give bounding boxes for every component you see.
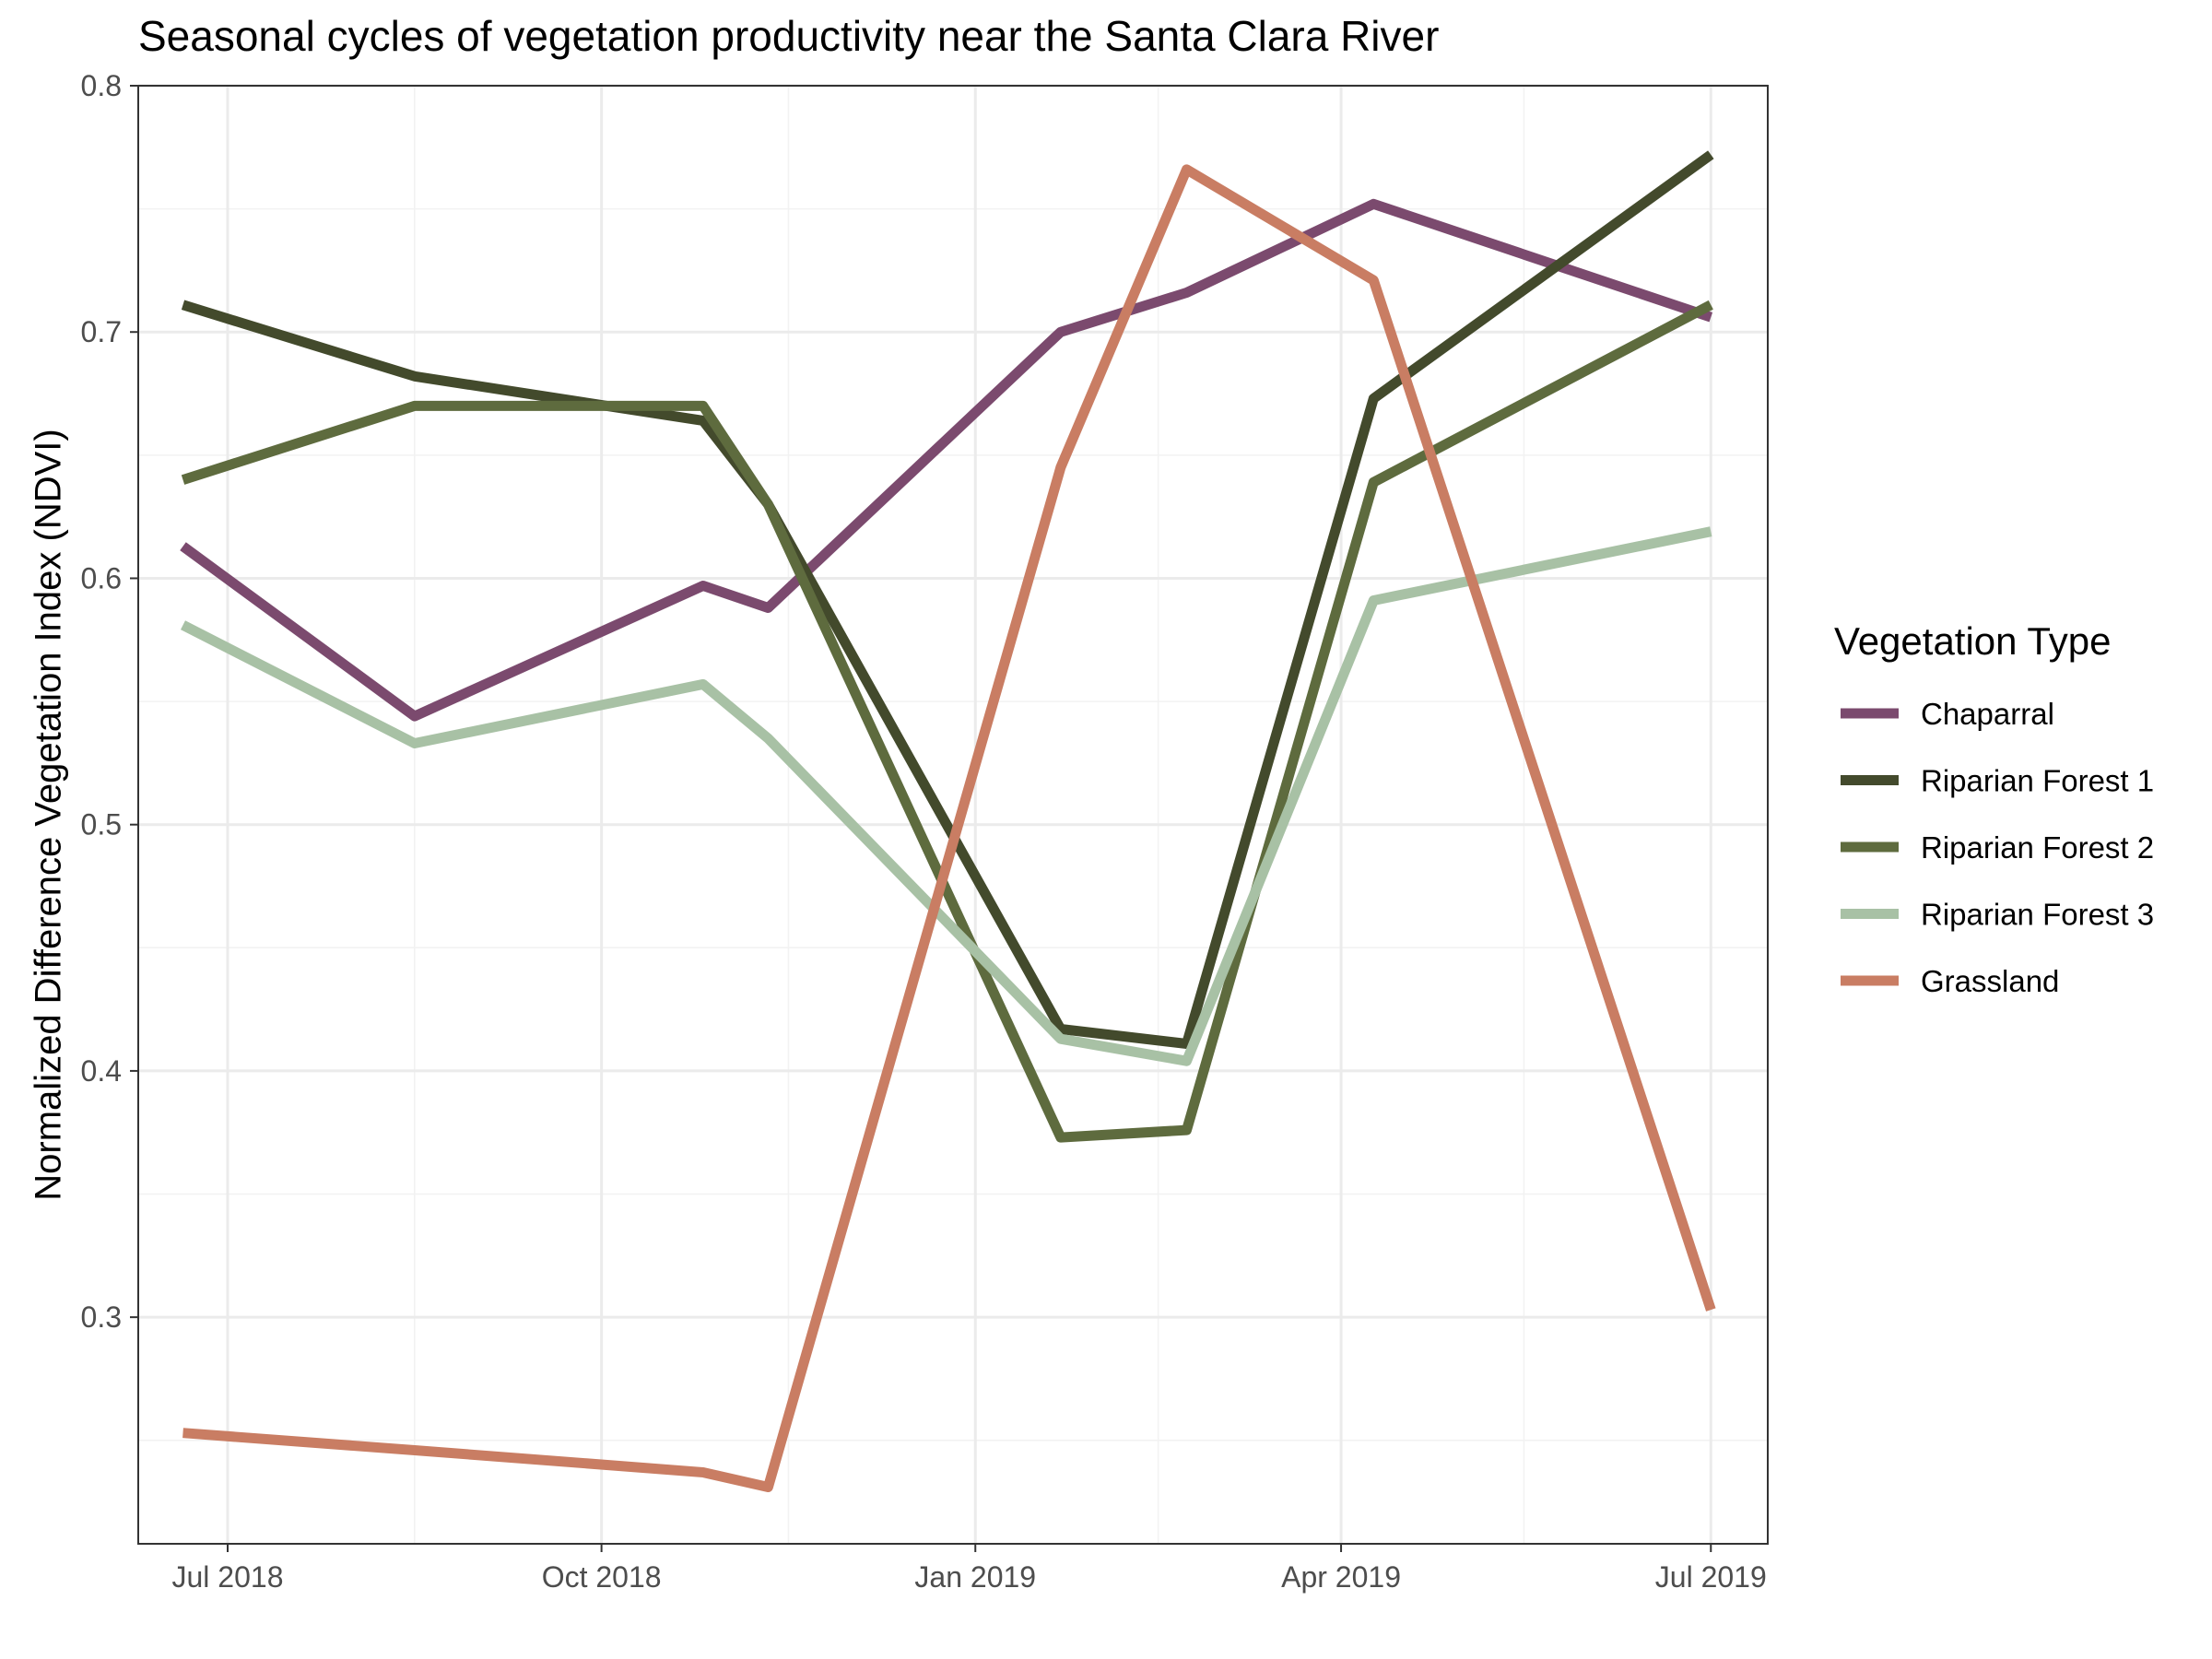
y-tick-label: 0.6 [81, 561, 122, 594]
x-tick-label: Apr 2019 [1281, 1560, 1401, 1594]
series-lines [180, 150, 1716, 1492]
legend-label-3: Riparian Forest 2 [1921, 830, 2154, 865]
plot-panel-border [137, 85, 1769, 1545]
y-tick-label: 0.3 [81, 1300, 122, 1334]
series-line-2 [181, 150, 1714, 1049]
series-line-1 [180, 198, 1713, 722]
series-line-5 [182, 164, 1716, 1492]
y-tick-label: 0.8 [81, 69, 122, 102]
legend: Vegetation Type Chaparral Riparian Forest… [1834, 619, 2154, 998]
legend-items: Chaparral Riparian Forest 1 Riparian Fores… [1841, 697, 2154, 998]
legend-label-2: Riparian Forest 1 [1921, 764, 2154, 798]
y-axis-title: Normalized Difference Vegetation Index (… [29, 429, 69, 1200]
legend-label-5: Grassland [1921, 964, 2059, 998]
legend-label-1: Chaparral [1921, 697, 2054, 731]
axis-ticks [130, 85, 1712, 1552]
x-tick-label: Jan 2019 [914, 1560, 1036, 1594]
y-tick-label: 0.7 [81, 315, 122, 348]
legend-label-4: Riparian Forest 3 [1921, 898, 2154, 932]
legend-title: Vegetation Type [1834, 619, 2111, 663]
y-axis-tick-labels: 0.3 0.4 0.5 0.6 0.7 0.8 [81, 69, 122, 1334]
x-tick-label: Jul 2018 [172, 1560, 284, 1594]
x-tick-label: Jul 2019 [1655, 1560, 1767, 1594]
chart-title: Seasonal cycles of vegetation productivi… [138, 12, 1440, 60]
series-line-3 [181, 300, 1713, 1143]
x-tick-label: Oct 2018 [542, 1560, 662, 1594]
y-tick-label: 0.5 [81, 808, 122, 841]
minor-gridlines [138, 86, 1768, 1544]
x-axis-tick-labels: Jul 2018 Oct 2018 Jan 2019 Apr 2019 Jul 2019 [172, 1560, 1767, 1594]
y-tick-label: 0.4 [81, 1054, 122, 1088]
series-line-4 [180, 526, 1712, 1066]
